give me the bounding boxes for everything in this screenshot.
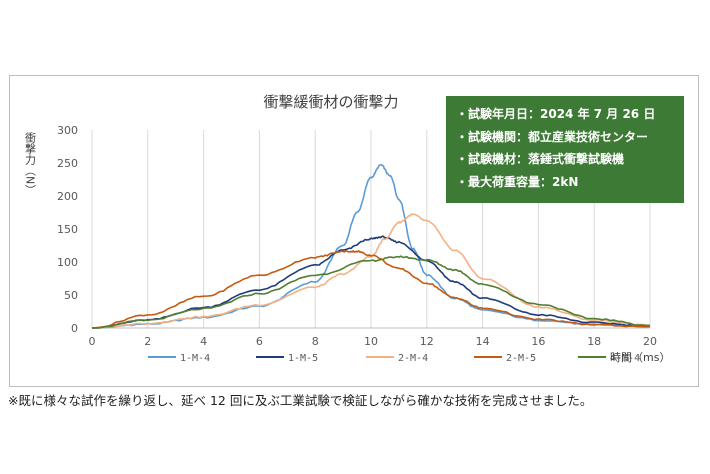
info-line-equipment: ・試験機材：落錘式衝撃試験機 (456, 152, 625, 166)
x-tick-label: 14 (476, 335, 490, 348)
y-tick-label: 150 (57, 223, 78, 236)
x-tick-label: 6 (256, 335, 263, 348)
legend-label-2-M-5: 2-M-5 (506, 353, 536, 364)
x-tick-label: 16 (531, 335, 545, 348)
y-tick-label: 0 (71, 322, 78, 335)
y-tick-label: 100 (57, 256, 78, 269)
info-line-date: ・試験年月日：2024 年 7 月 26 日 (456, 107, 656, 121)
y-tick-label: 300 (57, 124, 78, 137)
series-line-1-M-5 (92, 235, 651, 329)
series-line-1-M-4 (91, 164, 651, 329)
info-line-capacity: ・最大荷重容量：2kN (456, 174, 579, 189)
x-axis-label: 時間（ms） (610, 351, 670, 364)
legend-label-4-M-4: 4-M-4 (610, 353, 640, 364)
x-tick-label: 12 (420, 335, 434, 348)
chart-title: 衝撃緩衝材の衝撃力 (263, 93, 398, 111)
x-tick-label: 20 (643, 335, 657, 348)
legend-label-1-M-4: 1-M-4 (180, 353, 210, 364)
y-tick-label: 200 (57, 190, 78, 203)
series-line-4-M-4 (92, 255, 650, 329)
legend-label-2-M-4: 2-M-4 (398, 353, 428, 364)
y-tick-label: 250 (57, 157, 78, 170)
footnote: ※既に様々な試作を繰り返し、延べ 12 回に及ぶ工業試験で検証しながら確かな技術… (8, 393, 593, 408)
x-tick-label: 4 (200, 335, 207, 348)
y-tick-label: 50 (64, 289, 78, 302)
x-tick-label: 0 (89, 335, 96, 348)
legend-label-1-M-5: 1-M-5 (288, 353, 318, 364)
info-line-institution: ・試験機関：都立産業技術センター (456, 129, 649, 144)
x-tick-label: 10 (364, 335, 378, 348)
series-line-2-M-4 (92, 213, 651, 329)
series-line-2-M-5 (91, 250, 650, 329)
y-axis-label: 衝撃力（N） (24, 131, 37, 196)
x-tick-label: 8 (312, 335, 319, 348)
x-tick-label: 2 (144, 335, 151, 348)
x-tick-label: 18 (587, 335, 601, 348)
test-info-box: ・試験年月日：2024 年 7 月 26 日 ・試験機関：都立産業技術センター … (446, 96, 684, 203)
